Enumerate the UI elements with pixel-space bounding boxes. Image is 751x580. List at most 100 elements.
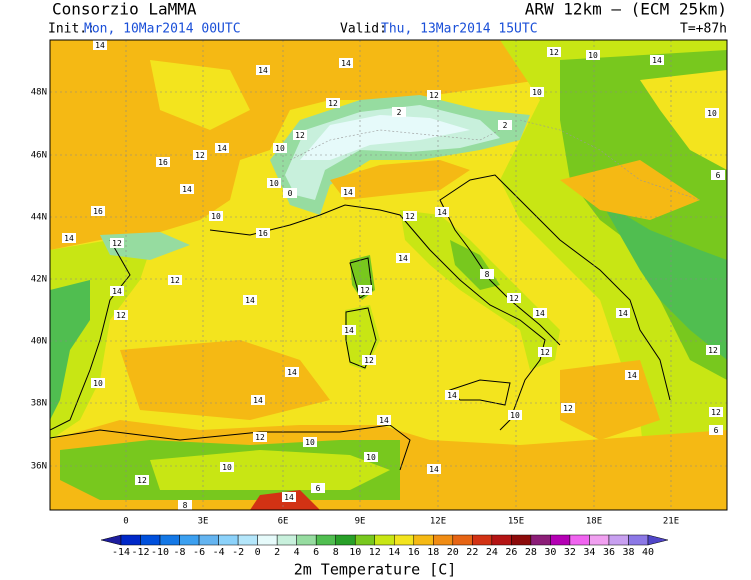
contour-label: 10 bbox=[510, 411, 520, 420]
contour-label-box bbox=[561, 403, 575, 413]
colorbar-box bbox=[198, 534, 219, 546]
contour-label: 14 bbox=[535, 309, 545, 318]
contour-label-box bbox=[283, 188, 297, 198]
contour-label-box bbox=[311, 483, 325, 493]
colorbar-tick-label: 14 bbox=[388, 547, 400, 558]
contour-label: 2 bbox=[503, 121, 508, 130]
valid-time: Thu, 13Mar2014 15UTC bbox=[381, 22, 538, 37]
map-fields bbox=[50, 40, 727, 510]
model-title: ARW 12km – (ECM 25km) bbox=[525, 0, 727, 19]
contour-label: 10 bbox=[707, 109, 717, 118]
contour-label-box bbox=[209, 211, 223, 221]
lat-label: 46N bbox=[31, 151, 47, 161]
contour-label: 14 bbox=[447, 391, 457, 400]
init-time: Mon, 10Mar2014 00UTC bbox=[84, 22, 241, 37]
contour-label-box bbox=[339, 58, 353, 68]
contour-labels: 14 14 14 12 10 14 10 12 12 2 2 12 10 0 10 12 16 14 14 16 10 1… bbox=[62, 40, 725, 510]
contour-label-box bbox=[168, 275, 182, 285]
contour-label: 10 bbox=[366, 453, 376, 462]
colorbar-tick-label: 22 bbox=[466, 547, 478, 558]
colorbar-box bbox=[589, 534, 610, 546]
colorbar-tick-label: -10 bbox=[151, 547, 169, 558]
contour-label-box bbox=[110, 238, 124, 248]
colorbar-tick-label: 34 bbox=[583, 547, 595, 558]
colorbar-box bbox=[276, 534, 297, 546]
contour-label-box bbox=[586, 50, 600, 60]
colorbar-box bbox=[511, 534, 532, 546]
colorbar-box bbox=[569, 534, 590, 546]
colorbar-tick-label: 28 bbox=[525, 547, 537, 558]
contour-label-box bbox=[293, 130, 307, 140]
colorbar-tick-label: 8 bbox=[333, 547, 339, 558]
contour-label-box bbox=[342, 325, 356, 335]
colorbar-tick-label: 32 bbox=[564, 547, 576, 558]
contour-label-box bbox=[616, 308, 630, 318]
contour-label: 10 bbox=[275, 144, 285, 153]
contour-label-box bbox=[706, 345, 720, 355]
contour-label-box bbox=[91, 206, 105, 216]
contour-label: 12 bbox=[429, 91, 439, 100]
lon-label: 6E bbox=[278, 517, 289, 527]
contour-label: 10 bbox=[93, 379, 103, 388]
contour-label: 12 bbox=[360, 286, 370, 295]
contour-label: 10 bbox=[305, 438, 315, 447]
contour-label-box bbox=[480, 269, 494, 279]
colorbar-box bbox=[218, 534, 239, 546]
colorbar-box bbox=[296, 534, 317, 546]
lon-label: 9E bbox=[355, 517, 366, 527]
contour-label-box bbox=[180, 184, 194, 194]
colorbar-arrow bbox=[647, 534, 669, 546]
contour-label: 14 bbox=[253, 396, 263, 405]
contour-label-box bbox=[303, 437, 317, 447]
contour-label-box bbox=[508, 410, 522, 420]
contour-label-box bbox=[243, 295, 257, 305]
colorbar-box bbox=[120, 534, 141, 546]
contour-label-box bbox=[114, 310, 128, 320]
colorbar-tick-label: -14 bbox=[112, 547, 130, 558]
colorbar-tick-label: 40 bbox=[642, 547, 654, 558]
colorbar-tick-label: 4 bbox=[294, 547, 300, 558]
contour-label-box bbox=[709, 425, 723, 435]
contour-label-box bbox=[256, 228, 270, 238]
contour-label: 2 bbox=[397, 108, 402, 117]
contour-label-box bbox=[193, 150, 207, 160]
contour-label-box bbox=[377, 415, 391, 425]
valid-label: Valid: bbox=[340, 22, 387, 37]
colorbar-tick-label: 18 bbox=[427, 547, 439, 558]
contour-label-box bbox=[326, 98, 340, 108]
contour-label-box bbox=[341, 187, 355, 197]
colorbar-tick-label: 38 bbox=[622, 547, 634, 558]
colorbar-tick-label: -8 bbox=[174, 547, 186, 558]
contour-label-box bbox=[711, 170, 725, 180]
contour-label: 12 bbox=[711, 408, 721, 417]
colorbar-box bbox=[374, 534, 395, 546]
contour-label-box bbox=[256, 65, 270, 75]
colorbar: -14 -12 -10 -8 -6 -4 -2 0 2 4 6 8 10 12 14 16 18 20 22 24 26… bbox=[100, 534, 669, 558]
contour-label-box bbox=[251, 395, 265, 405]
contour-label: 14 bbox=[284, 493, 294, 502]
colorbar-tick-label: 6 bbox=[313, 547, 319, 558]
lat-label: 42N bbox=[31, 275, 47, 285]
colorbar-box bbox=[530, 534, 551, 546]
contour-label-box bbox=[530, 87, 544, 97]
contour-label: 10 bbox=[222, 463, 232, 472]
contour-label: 10 bbox=[588, 51, 598, 60]
contour-label-box bbox=[538, 347, 552, 357]
contour-label: 12 bbox=[255, 433, 265, 442]
contour-label: 0 bbox=[288, 189, 293, 198]
contour-label-box bbox=[285, 367, 299, 377]
lat-label: 38N bbox=[31, 399, 47, 409]
contour-label-box bbox=[650, 55, 664, 65]
contour-label: 14 bbox=[652, 56, 662, 65]
colorbar-box bbox=[491, 534, 512, 546]
contour-label: 12 bbox=[405, 212, 415, 221]
contour-label: 12 bbox=[328, 99, 338, 108]
colorbar-box bbox=[315, 534, 336, 546]
colorbar-box bbox=[237, 534, 258, 546]
contour-label: 14 bbox=[112, 287, 122, 296]
contour-label-box bbox=[709, 407, 723, 417]
colorbar-tick-label: 16 bbox=[408, 547, 420, 558]
contour-label-box bbox=[215, 143, 229, 153]
